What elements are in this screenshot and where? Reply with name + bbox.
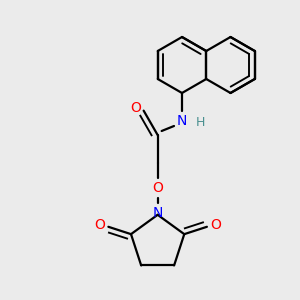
Text: O: O	[152, 181, 163, 195]
Text: O: O	[94, 218, 105, 232]
Text: N: N	[152, 206, 163, 220]
Text: O: O	[211, 218, 221, 232]
Text: N: N	[177, 114, 187, 128]
Text: H: H	[195, 116, 205, 130]
Text: O: O	[131, 101, 142, 115]
